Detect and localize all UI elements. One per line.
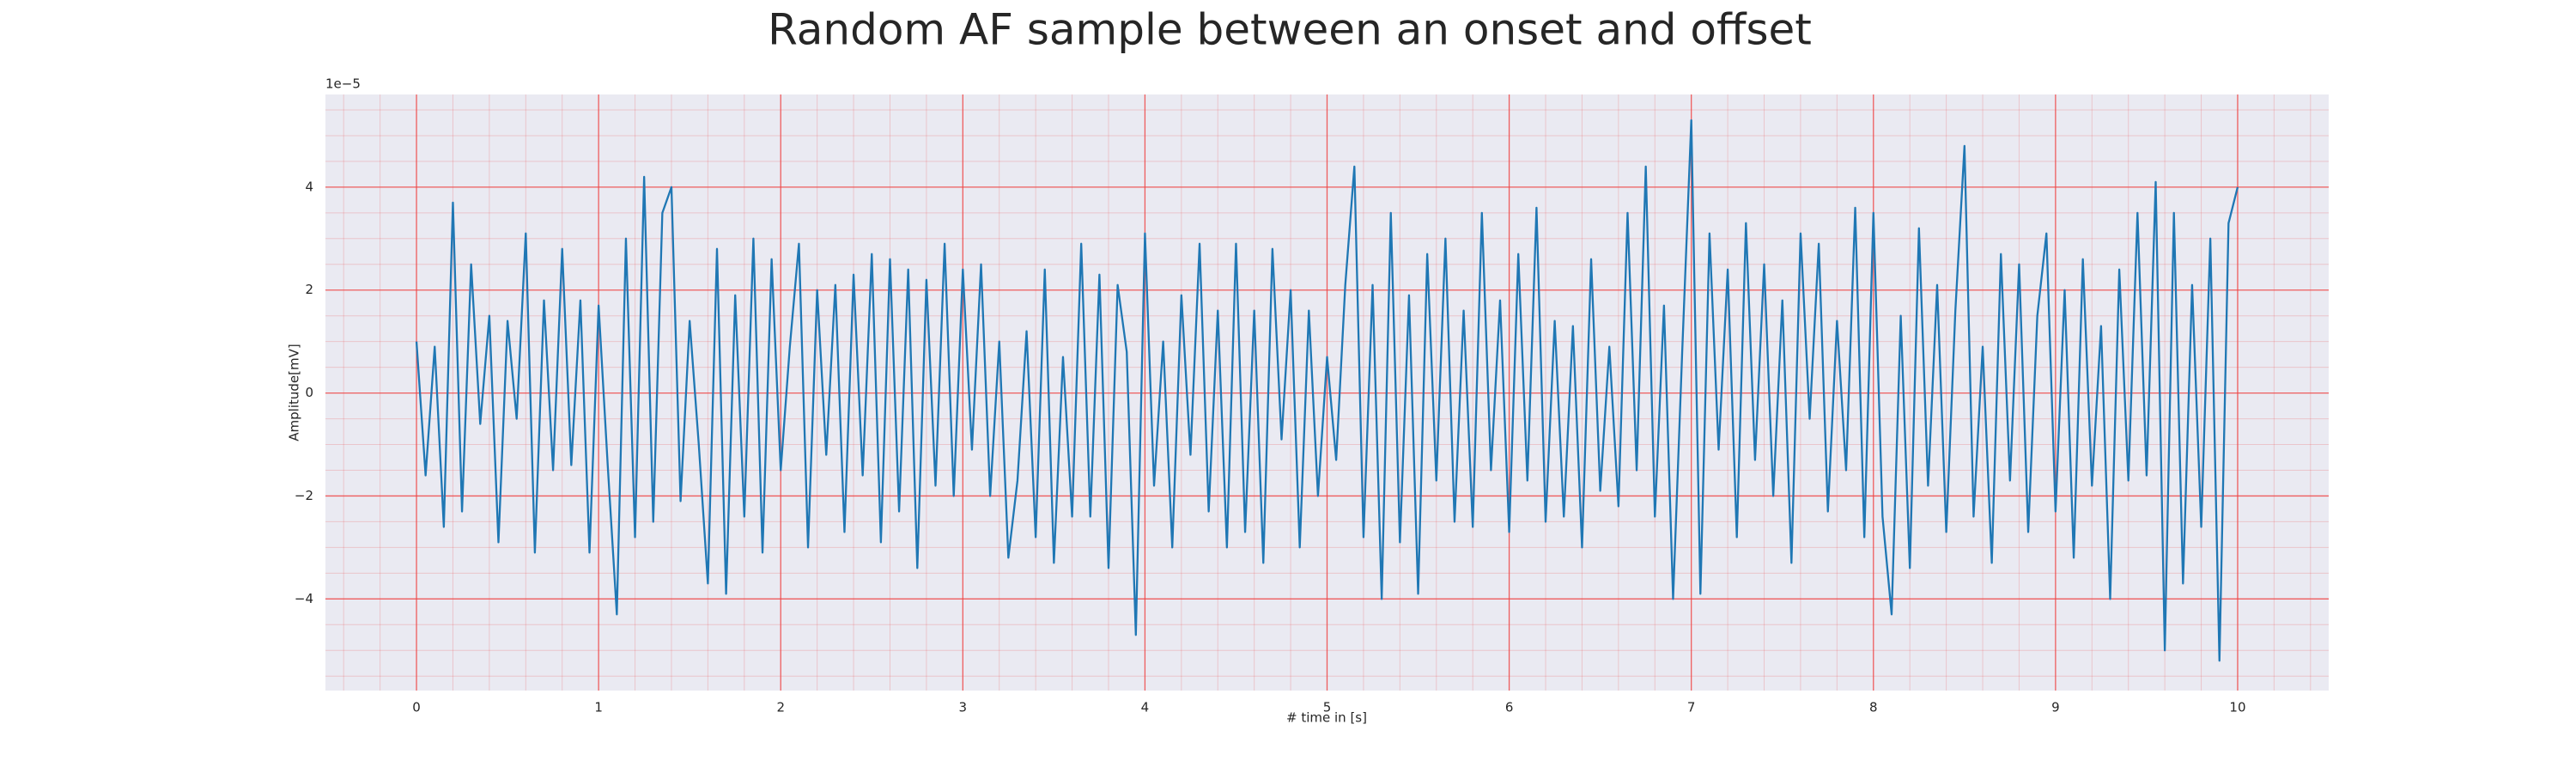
y-tick-label: −4	[295, 591, 313, 606]
x-tick-label: 4	[1141, 700, 1150, 715]
x-tick-label: 9	[2051, 700, 2060, 715]
y-tick-label: −2	[295, 488, 313, 503]
chart-title: Random AF sample between an onset and of…	[768, 5, 1812, 55]
x-tick-label: 3	[959, 700, 968, 715]
x-tick-label: 2	[776, 700, 785, 715]
x-tick-label: 7	[1687, 700, 1696, 715]
y-offset-label: 1e−5	[325, 76, 361, 92]
y-tick-label: 2	[305, 282, 313, 297]
x-tick-label: 8	[1869, 700, 1878, 715]
x-tick-label: 5	[1323, 700, 1332, 715]
y-tick-label: 0	[305, 385, 313, 400]
x-axis-label: # time in [s]	[1286, 710, 1367, 726]
x-tick-label: 1	[594, 700, 603, 715]
marks	[415, 119, 2239, 662]
x-tick-label: 0	[412, 700, 421, 715]
grid	[325, 94, 2329, 691]
y-tick-label: 4	[305, 179, 313, 194]
x-tick-label: 10	[2229, 700, 2245, 715]
y-axis-label: Amplitude[mV]	[287, 344, 302, 441]
x-tick-label: 6	[1505, 700, 1514, 715]
data-line	[415, 119, 2239, 662]
